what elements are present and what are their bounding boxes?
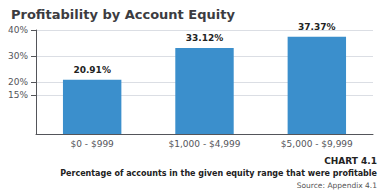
svg-text:20%: 20% xyxy=(8,77,28,87)
svg-text:$0 - $999: $0 - $999 xyxy=(71,139,115,149)
svg-text:Profitability by Account Equit: Profitability by Account Equity xyxy=(11,7,235,22)
svg-text:20.91%: 20.91% xyxy=(73,65,111,75)
svg-text:$1,000 - $4,999: $1,000 - $4,999 xyxy=(169,139,241,149)
svg-text:Source: Appendix 4.1: Source: Appendix 4.1 xyxy=(297,181,378,190)
svg-text:40%: 40% xyxy=(8,25,28,35)
svg-text:37.37%: 37.37% xyxy=(298,22,336,32)
svg-text:Percentage of accounts in the: Percentage of accounts in the given equi… xyxy=(60,169,377,178)
svg-text:CHART 4.1: CHART 4.1 xyxy=(324,156,377,166)
svg-text:30%: 30% xyxy=(8,51,28,61)
svg-text:33.12%: 33.12% xyxy=(186,33,224,43)
svg-text:$5,000 - $9,999: $5,000 - $9,999 xyxy=(281,139,353,149)
svg-text:15%: 15% xyxy=(8,90,28,100)
